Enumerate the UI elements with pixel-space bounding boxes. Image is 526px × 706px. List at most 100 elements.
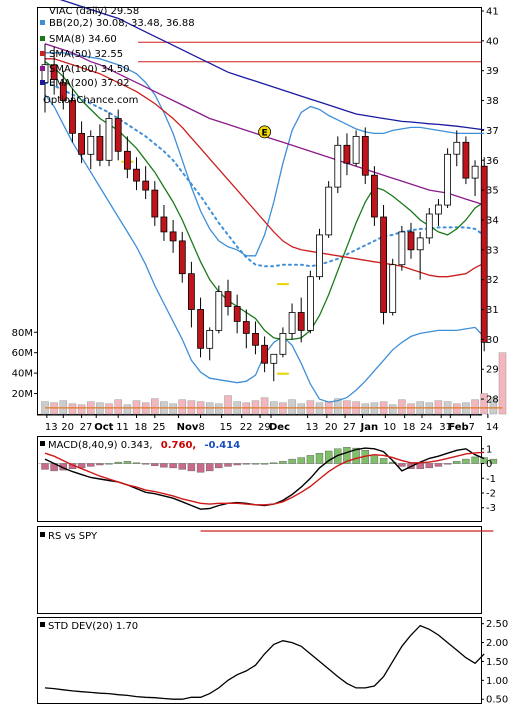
axis-labels: 414039383736353433323130292880M60M40M20M… — [12, 6, 509, 705]
candle-body — [297, 312, 305, 331]
stddev-tick-label: 2.00 — [486, 638, 508, 649]
x-tick-label: 24 — [420, 422, 433, 433]
candle-body — [105, 118, 113, 161]
candle-body — [480, 165, 488, 343]
price-series-ema-200 — [59, 0, 485, 131]
candle-body — [160, 216, 168, 233]
candle-body — [69, 100, 76, 134]
earnings-marker-icon — [258, 125, 272, 139]
candle-body — [416, 237, 424, 251]
macd-histogram-bar — [141, 463, 150, 465]
candle-body — [87, 135, 95, 155]
volume-bar — [105, 403, 113, 415]
candle-body — [407, 231, 415, 251]
macd-histogram-bar — [489, 458, 498, 464]
volume-bar — [215, 403, 223, 415]
macd-histogram-bar — [169, 463, 177, 469]
legend-swatch-bb — [40, 20, 45, 25]
candle-body — [380, 216, 388, 313]
volume-bar — [453, 403, 461, 415]
macd-plot — [38, 447, 498, 510]
candle-body — [288, 312, 296, 334]
candle-body — [224, 291, 232, 307]
macd-histogram-bar — [132, 462, 141, 464]
price-tick-label: 39 — [486, 66, 499, 77]
price-tick-label: 33 — [486, 245, 499, 256]
macd-histogram-bar — [260, 463, 269, 465]
macd-histogram-bar — [379, 458, 388, 464]
macd-tick-label: -1 — [486, 474, 496, 485]
candle-body — [334, 144, 342, 188]
x-tick-label: 18 — [135, 422, 148, 433]
candle-body — [78, 132, 85, 155]
volume-bars — [41, 352, 507, 415]
macd-histogram-bar — [160, 463, 168, 468]
macd-panel-frame — [37, 436, 482, 522]
candle-body — [151, 189, 159, 218]
macd-histogram-bar — [416, 463, 424, 469]
candle-body — [471, 165, 479, 179]
price-tick-label: 31 — [486, 305, 499, 316]
price-tick-label: 28 — [486, 395, 499, 406]
candle-body — [398, 231, 406, 266]
macd-histogram-bar — [398, 463, 406, 467]
macd-histogram-bar — [215, 463, 223, 469]
volume-bar — [151, 398, 159, 415]
candle-body — [59, 82, 67, 101]
macd-tick-label: -3 — [486, 503, 496, 514]
candle-body — [434, 204, 442, 215]
x-tick-label: Dec — [269, 422, 290, 433]
x-tick-label: 11 — [116, 422, 129, 433]
macd-histogram-bar — [233, 463, 241, 466]
macd-tick-label: 0 — [486, 459, 492, 470]
volume-bar — [178, 399, 187, 415]
candle-body — [325, 186, 333, 236]
legend-sma50: SMA(50) 32.55 — [49, 49, 123, 60]
macd-tick-label: -2 — [486, 489, 496, 500]
candle-body — [96, 135, 104, 161]
legend-swatch-sma100 — [40, 66, 45, 71]
rs-legend: RS vs SPY — [40, 531, 98, 542]
macd-histogram-bar — [187, 463, 196, 472]
macd-histogram-bar — [325, 450, 333, 464]
stddev-series-line — [44, 624, 485, 700]
x-tick-label: 29 — [258, 422, 271, 433]
x-tick-label: 22 — [240, 422, 253, 433]
macd-histogram-bar — [343, 447, 351, 464]
macd-histogram-bar — [251, 463, 260, 465]
macd-histogram-value: -0.414 — [204, 440, 240, 451]
x-tick-label: 20 — [325, 422, 338, 433]
macd-histogram-bar — [297, 457, 305, 464]
x-tick-label: 7 — [468, 422, 474, 433]
candle-body — [352, 135, 360, 164]
macd-histogram-bar — [96, 463, 104, 466]
candle-body — [169, 231, 177, 242]
volume-bar — [288, 399, 296, 415]
price-tick-label: 40 — [486, 36, 499, 47]
volume-bar — [498, 352, 507, 415]
macd-histogram-bar — [224, 463, 232, 467]
stddev-tick-label: 2.50 — [486, 619, 508, 630]
macd-histogram-bar — [279, 461, 287, 464]
volume-tick-label: 40M — [12, 369, 33, 380]
macd-histogram-bar — [370, 454, 379, 464]
macd-histogram-bar — [471, 456, 479, 464]
x-tick-label: 25 — [153, 422, 166, 433]
candle-body — [124, 150, 131, 170]
macd-histogram-bar — [41, 463, 49, 470]
x-tick-label: 14 — [486, 422, 499, 433]
macd-histogram-bar — [123, 461, 132, 464]
x-tick-label: 13 — [306, 422, 319, 433]
macd-histogram-bar — [306, 455, 315, 464]
candle-body — [279, 332, 287, 355]
stddev-tick-label: 1.50 — [486, 657, 508, 668]
volume-bar — [297, 403, 305, 415]
candle-body — [361, 135, 369, 176]
macd-signal-value: 0.760, — [161, 440, 196, 451]
volume-tick-label: 20M — [12, 389, 33, 400]
x-tick-label: 13 — [45, 422, 58, 433]
x-tick-label: 18 — [403, 422, 416, 433]
volume-bar — [407, 403, 415, 415]
price-tick-label: 29 — [486, 365, 499, 376]
volume-bar — [260, 397, 269, 415]
